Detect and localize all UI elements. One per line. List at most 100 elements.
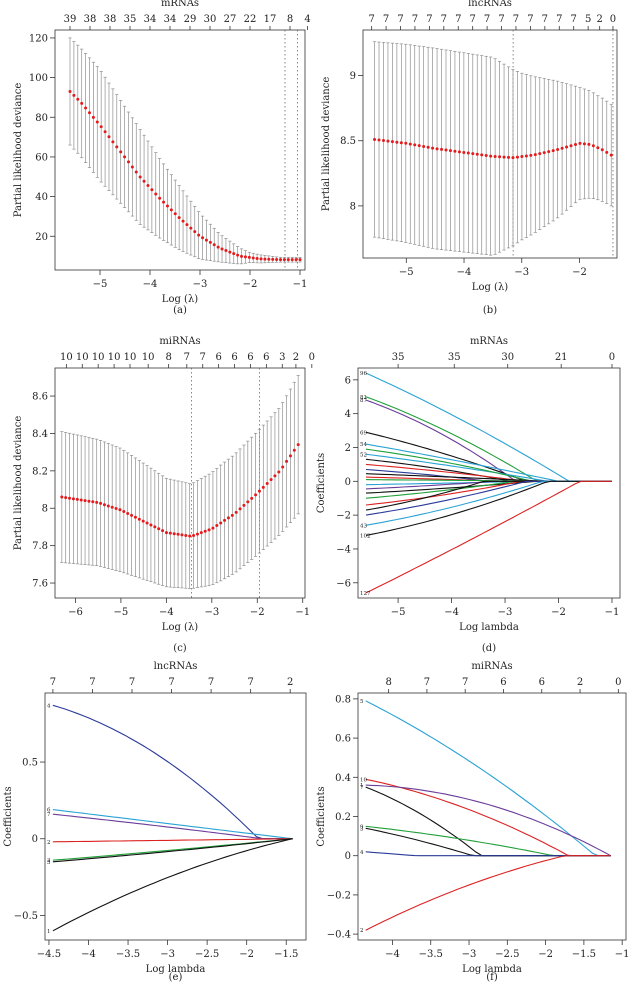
- mean-point: [79, 498, 83, 502]
- x-axis-label: Log (λ): [472, 282, 508, 293]
- path-label: 1: [47, 929, 51, 935]
- mean-point: [169, 208, 173, 212]
- panel-caption: (e): [169, 972, 183, 983]
- mean-point: [80, 101, 84, 105]
- mean-point: [181, 219, 185, 223]
- path-label: 6: [47, 808, 51, 814]
- mean-point: [457, 150, 461, 154]
- y-tick-label: −4: [336, 544, 351, 555]
- mean-point: [294, 258, 298, 262]
- mean-point: [185, 223, 189, 227]
- mean-point: [164, 531, 168, 535]
- top-tick-label: 3: [279, 352, 285, 363]
- top-tick-label: 7: [498, 14, 504, 25]
- mean-point: [413, 143, 417, 147]
- mean-point: [157, 527, 161, 531]
- mean-point: [195, 532, 199, 536]
- panel-caption: (c): [173, 643, 187, 654]
- mean-point: [118, 508, 122, 512]
- panel-caption: (b): [483, 305, 497, 316]
- top-tick-label: 7: [200, 352, 206, 363]
- y-tick-label: −2: [336, 511, 351, 522]
- mean-point: [224, 249, 228, 253]
- top-tick-label: 10: [124, 352, 137, 363]
- mean-point: [254, 493, 258, 497]
- x-tick-label: −4: [385, 949, 400, 960]
- x-tick-label: −1: [605, 607, 620, 618]
- coefficient-path: [365, 372, 612, 482]
- plot-frame: [44, 692, 307, 941]
- plot-frame: [54, 29, 306, 271]
- mean-point: [591, 144, 595, 148]
- x-tick-label: −3: [462, 949, 477, 960]
- mean-point: [189, 226, 193, 230]
- y-tick-label: 8: [350, 201, 356, 212]
- mean-point: [395, 140, 399, 144]
- mean-point: [150, 188, 154, 192]
- mean-point: [404, 141, 408, 145]
- mean-point: [498, 155, 502, 159]
- mean-point: [197, 233, 201, 237]
- y-tick-label: 40: [35, 192, 48, 203]
- x-axis-label: Log (λ): [162, 622, 198, 633]
- mean-point: [173, 212, 177, 216]
- top-tick-label: 27: [224, 14, 237, 25]
- x-tick-label: −3: [193, 279, 208, 290]
- coefficient-path: [365, 480, 612, 594]
- mean-point: [76, 97, 80, 101]
- mean-point: [448, 149, 452, 153]
- x-tick-label: −5: [93, 279, 108, 290]
- y-tick-label: 120: [29, 33, 48, 44]
- mean-point: [605, 150, 609, 154]
- y-tick-label: 0.6: [335, 734, 351, 745]
- coefficient-path: [365, 778, 611, 857]
- panel-a: −5 −4 −3 −2 −1 20 40 60 80 100 120 39 38 38 35 34 34 29 30…: [13, 0, 311, 316]
- path-label: 4: [47, 703, 51, 709]
- coefficient-path: [52, 704, 293, 840]
- y-tick-label: 0.2: [335, 812, 351, 823]
- mean-point: [95, 500, 99, 504]
- y-tick-label: −6: [336, 578, 351, 589]
- path-label: 2: [47, 840, 51, 846]
- path-label: 3: [47, 858, 51, 864]
- mean-point: [390, 140, 394, 144]
- y-tick-label: 2: [345, 443, 351, 454]
- coefficient-path: [365, 855, 611, 931]
- top-tick-label: 21: [555, 352, 568, 363]
- mean-point: [107, 135, 111, 139]
- mean-point: [103, 130, 107, 134]
- mean-point: [114, 507, 118, 511]
- top-tick-label: 2: [287, 677, 293, 688]
- y-tick-label: 8.6: [32, 392, 48, 403]
- mean-point: [282, 258, 286, 262]
- mean-point: [208, 240, 212, 244]
- coefficient-path: [52, 809, 293, 840]
- y-tick-label: 0.8: [335, 694, 351, 705]
- mean-point: [547, 150, 551, 154]
- top-tick-label: 30: [204, 14, 217, 25]
- y-tick-label: 8.4: [32, 429, 48, 440]
- mean-point: [246, 500, 250, 504]
- mean-point: [91, 115, 95, 119]
- x-tick-label: −1: [615, 949, 629, 960]
- y-axis-label: Coefficients: [3, 786, 14, 846]
- mean-point: [110, 505, 114, 509]
- mean-point: [180, 533, 184, 537]
- y-tick-label: −0.5: [14, 911, 38, 922]
- mean-point: [279, 258, 283, 262]
- top-tick-label: 4: [304, 14, 310, 25]
- coefficient-path: [365, 700, 611, 857]
- path-label: 102: [360, 533, 371, 539]
- panel-caption: (f): [486, 972, 498, 983]
- y-axis-label: Coefficients: [316, 453, 327, 513]
- coefficient-path: [365, 480, 612, 516]
- mean-point: [484, 153, 488, 157]
- coefficient-path: [52, 813, 293, 840]
- x-tick-label: −5: [399, 267, 414, 278]
- y-tick-label: 7.6: [32, 579, 48, 590]
- mean-point: [600, 148, 604, 152]
- coefficient-path: [365, 825, 611, 857]
- mean-point: [201, 236, 205, 240]
- mean-point: [141, 519, 145, 523]
